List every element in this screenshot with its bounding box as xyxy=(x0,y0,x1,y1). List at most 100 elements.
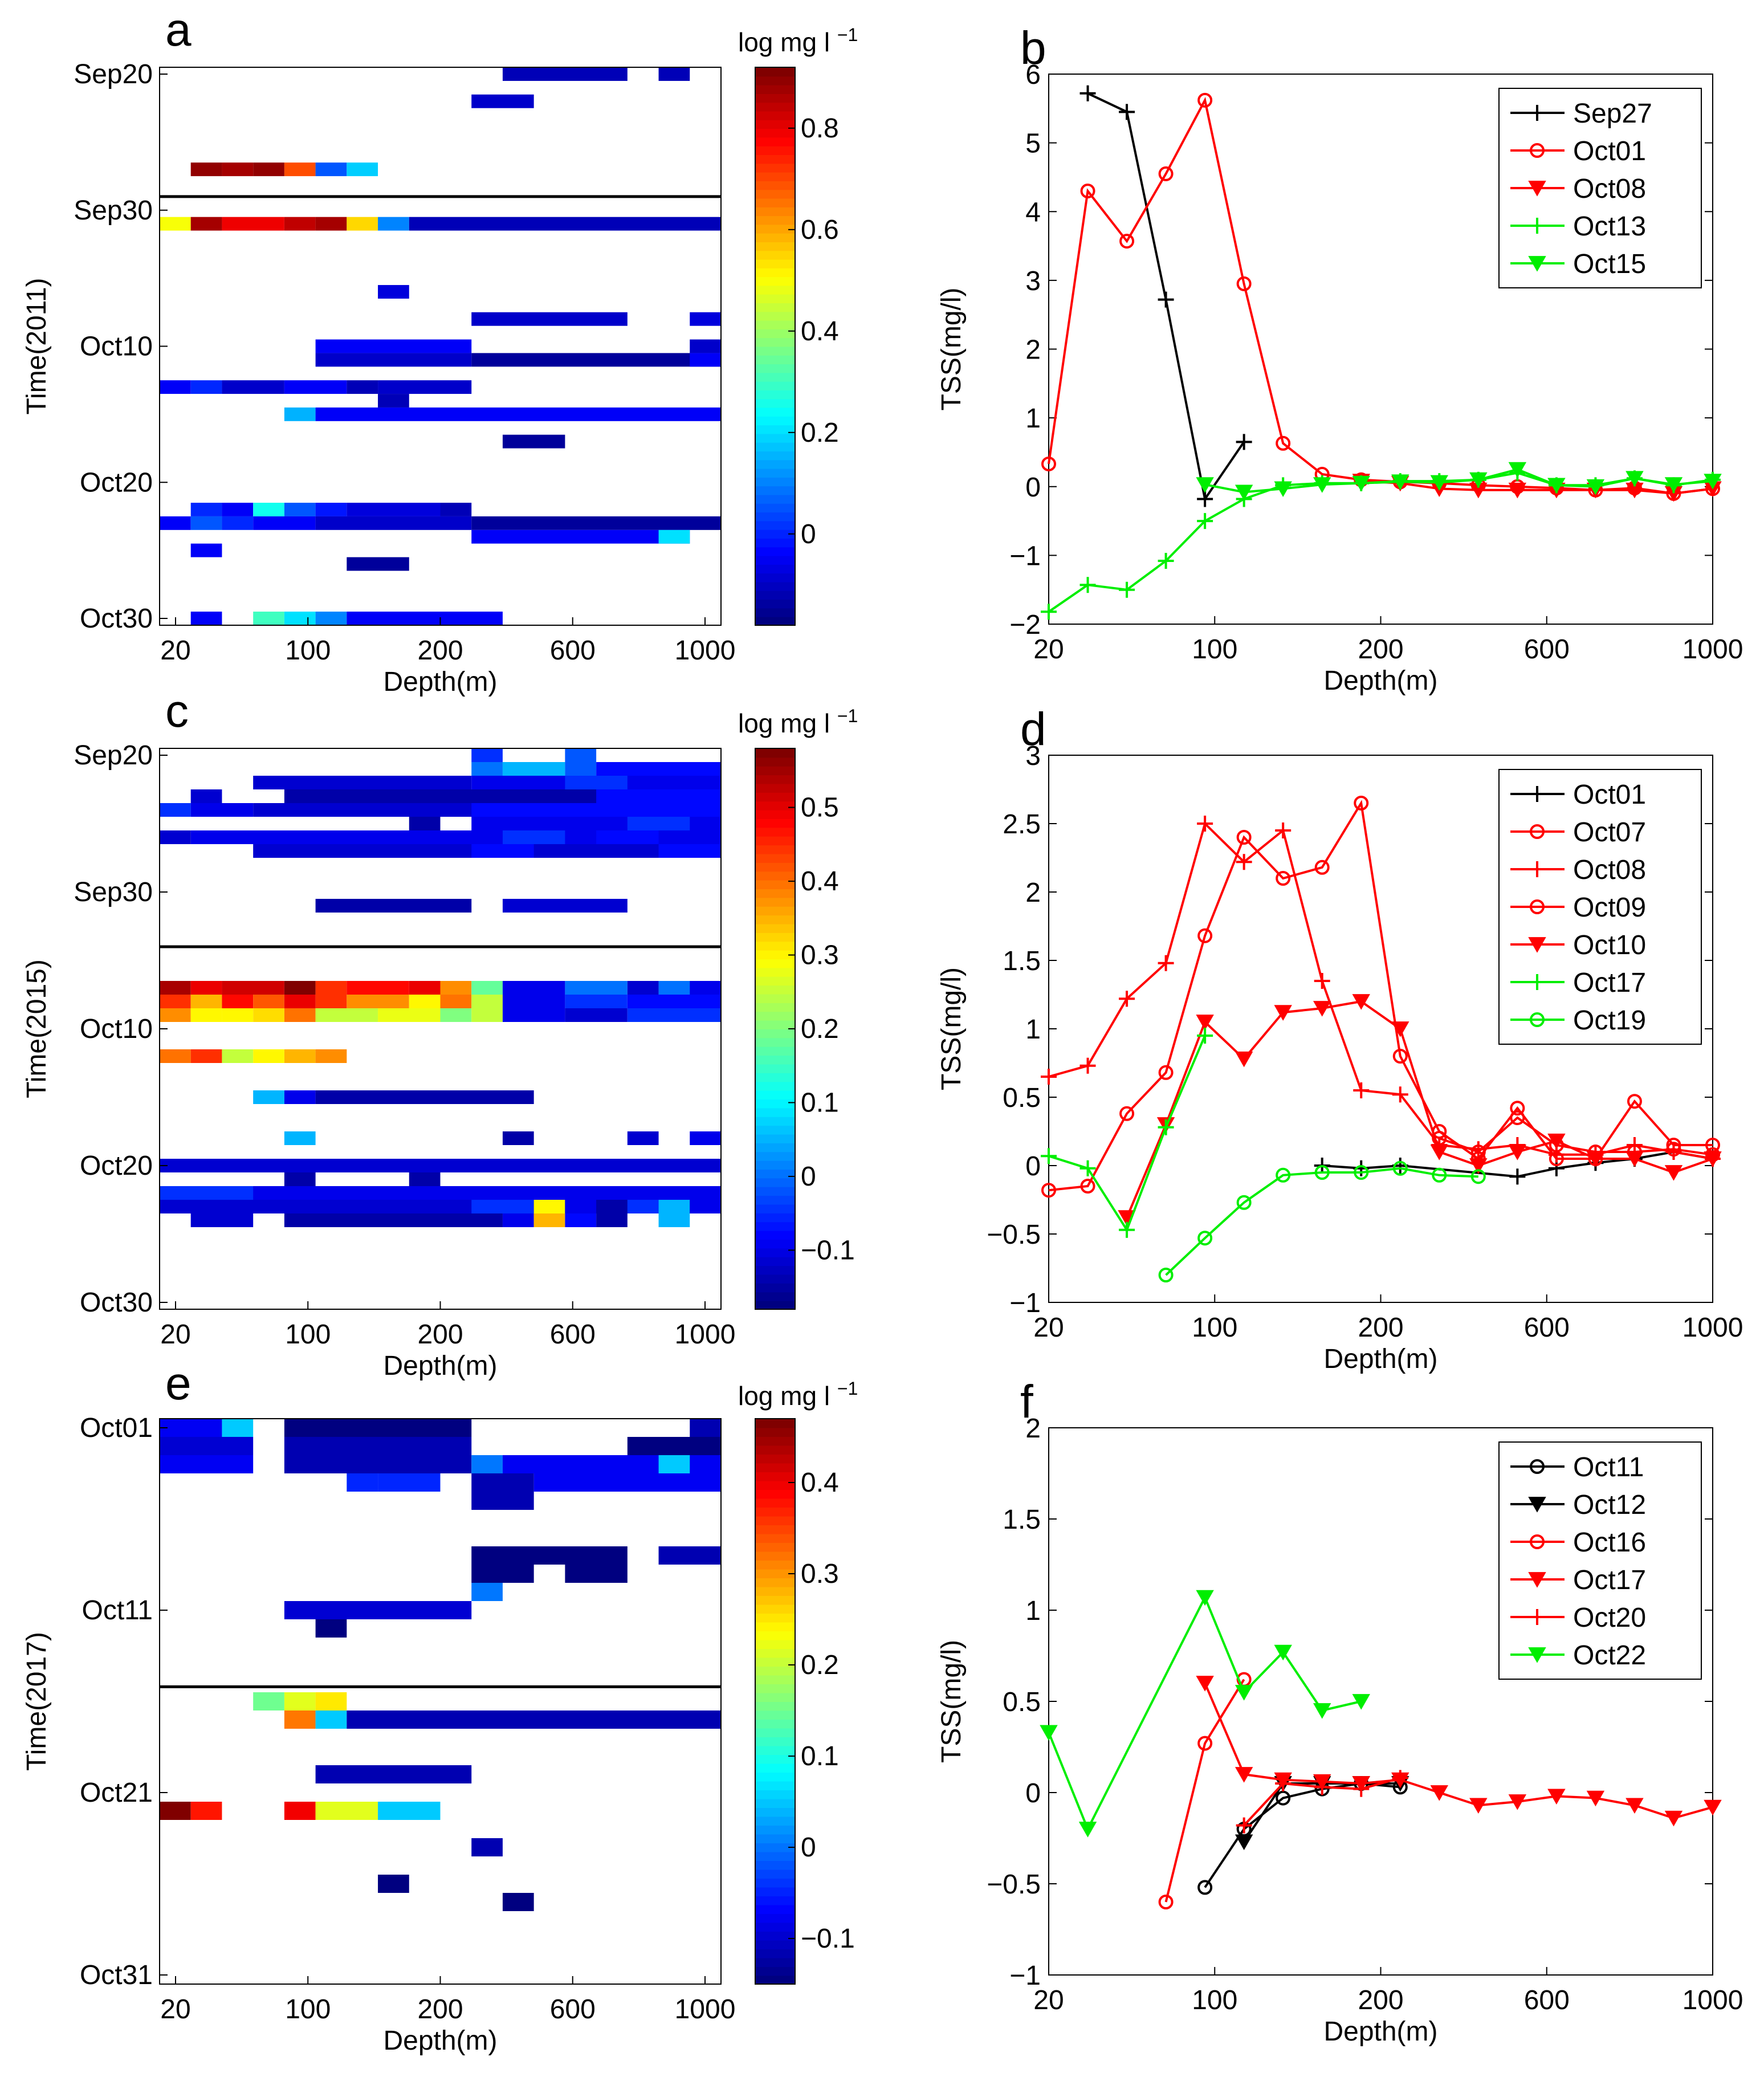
data-point xyxy=(1041,604,1057,620)
data-point xyxy=(1528,256,1546,272)
colorbar-segment xyxy=(755,590,795,600)
heatmap-cell xyxy=(690,339,721,353)
y-tick-label: −1 xyxy=(1009,1961,1041,1991)
data-point xyxy=(1235,1685,1253,1701)
heatmap-cell xyxy=(284,981,316,995)
panel-letter: d xyxy=(1020,703,1046,755)
colorbar-segment xyxy=(755,189,795,199)
colorbar-segment xyxy=(755,581,795,591)
colorbar-segment xyxy=(755,1622,795,1631)
heatmap-cell xyxy=(440,995,472,1008)
heatmap-cell xyxy=(627,981,659,995)
x-tick-label: 1000 xyxy=(1682,1313,1743,1343)
data-point xyxy=(1664,477,1683,493)
legend-entry: Oct16 xyxy=(1573,1528,1646,1558)
data-point xyxy=(1041,456,1056,471)
x-tick-label: 1000 xyxy=(675,1994,736,2025)
legend: Oct01 Oct07 Oct08 Oct09 Oct10 Oct17 Oct19 xyxy=(1498,769,1702,1045)
x-tick-label: 20 xyxy=(160,1994,190,2025)
heatmap-cell xyxy=(315,1692,347,1710)
y-tick-label: 6 xyxy=(1025,60,1041,90)
y-tick-label: Oct20 xyxy=(80,467,153,498)
heatmap-cell xyxy=(502,1893,534,1911)
data-point xyxy=(1040,1725,1058,1741)
heatmap-cell xyxy=(160,1159,721,1172)
colorbar-segment xyxy=(755,529,795,539)
colorbar-tick-label: 0.1 xyxy=(801,1088,839,1118)
colorbar-segment xyxy=(755,407,795,417)
colorbar-tick-label: −0.1 xyxy=(801,1924,855,1954)
heatmap-cell xyxy=(690,1200,721,1213)
heatmap-cell xyxy=(190,1008,222,1022)
data-point xyxy=(1158,1268,1174,1282)
data-point xyxy=(1510,1110,1525,1125)
x-tick-label: 20 xyxy=(160,1319,190,1350)
colorbar-segment xyxy=(755,364,795,373)
data-point xyxy=(1196,1590,1214,1606)
legend-entry: Oct19 xyxy=(1573,1005,1646,1036)
x-tick-label: 600 xyxy=(1524,634,1570,665)
heatmap-cell xyxy=(596,1213,628,1227)
data-point xyxy=(1313,477,1331,493)
colorbar-segment xyxy=(755,836,795,846)
data-point xyxy=(1276,1167,1291,1183)
data-point xyxy=(1197,92,1213,108)
heatmap-cell xyxy=(190,380,222,394)
colorbar-segment xyxy=(755,206,795,217)
data-point xyxy=(1196,477,1214,493)
y-tick-label: 1.5 xyxy=(1003,946,1041,976)
colorbar-segment xyxy=(755,1116,795,1126)
colorbar-segment xyxy=(755,845,795,854)
colorbar-segment xyxy=(755,1560,795,1570)
heatmap-cell xyxy=(315,1008,378,1022)
colorbar-segment xyxy=(755,1666,795,1676)
colorbar-segment xyxy=(755,372,795,382)
x-tick-label: 600 xyxy=(1524,1985,1570,2015)
colorbar-tick-label: 0.2 xyxy=(801,1014,839,1044)
colorbar-segment xyxy=(755,520,795,530)
data-point xyxy=(1119,1221,1135,1238)
x-tick-label: 100 xyxy=(1192,1985,1237,2015)
heatmap-cell xyxy=(409,817,441,830)
colorbar-segment xyxy=(755,224,795,234)
data-point xyxy=(1197,1736,1213,1751)
colorbar-segment xyxy=(755,1046,795,1056)
colorbar-segment xyxy=(755,1728,795,1737)
heatmap-cell xyxy=(658,530,690,544)
heatmap-cell xyxy=(222,1419,254,1437)
x-tick-label: 1000 xyxy=(1682,1985,1743,2015)
data-point xyxy=(1664,1810,1683,1827)
colorbar-segment xyxy=(755,1230,795,1240)
colorbar-tick-label: −0.1 xyxy=(801,1235,855,1265)
series-line xyxy=(1126,1000,1713,1218)
heatmap-cell xyxy=(190,217,222,231)
colorbar-tick-label: 0.2 xyxy=(801,418,839,448)
heatmap-cell xyxy=(315,1090,534,1104)
legend-entry: Oct08 xyxy=(1573,174,1646,204)
data-point xyxy=(1119,234,1135,249)
x-tick-label: 200 xyxy=(417,1319,463,1350)
data-point xyxy=(1627,1094,1642,1109)
data-point xyxy=(1528,1497,1546,1513)
colorbar-segment xyxy=(755,259,795,268)
data-point xyxy=(1158,955,1174,971)
heatmap-cell xyxy=(596,830,659,844)
colorbar-segment xyxy=(755,1684,795,1693)
colorbar-segment xyxy=(755,1472,795,1481)
data-point xyxy=(1430,1145,1449,1160)
colorbar-segment xyxy=(755,1498,795,1508)
heatmap-cell xyxy=(533,1213,565,1227)
data-point xyxy=(1079,85,1096,101)
data-point xyxy=(1352,994,1370,1010)
y-tick-label: −0.5 xyxy=(987,1220,1041,1250)
line-panel-d: −1 −0.5 0 0.5 1 1.5 2 2.5 3 20 100 200 600 1000 Depth(… xyxy=(936,703,1743,1374)
data-point xyxy=(1530,1459,1545,1474)
heatmap-cell xyxy=(627,1200,659,1213)
colorbar-tick-label: 0.1 xyxy=(801,1741,839,1771)
heatmap-cell xyxy=(502,1213,534,1227)
colorbar-segment xyxy=(755,459,795,469)
data-point xyxy=(1547,1133,1566,1150)
series-Oct20 xyxy=(1236,1770,1408,1834)
